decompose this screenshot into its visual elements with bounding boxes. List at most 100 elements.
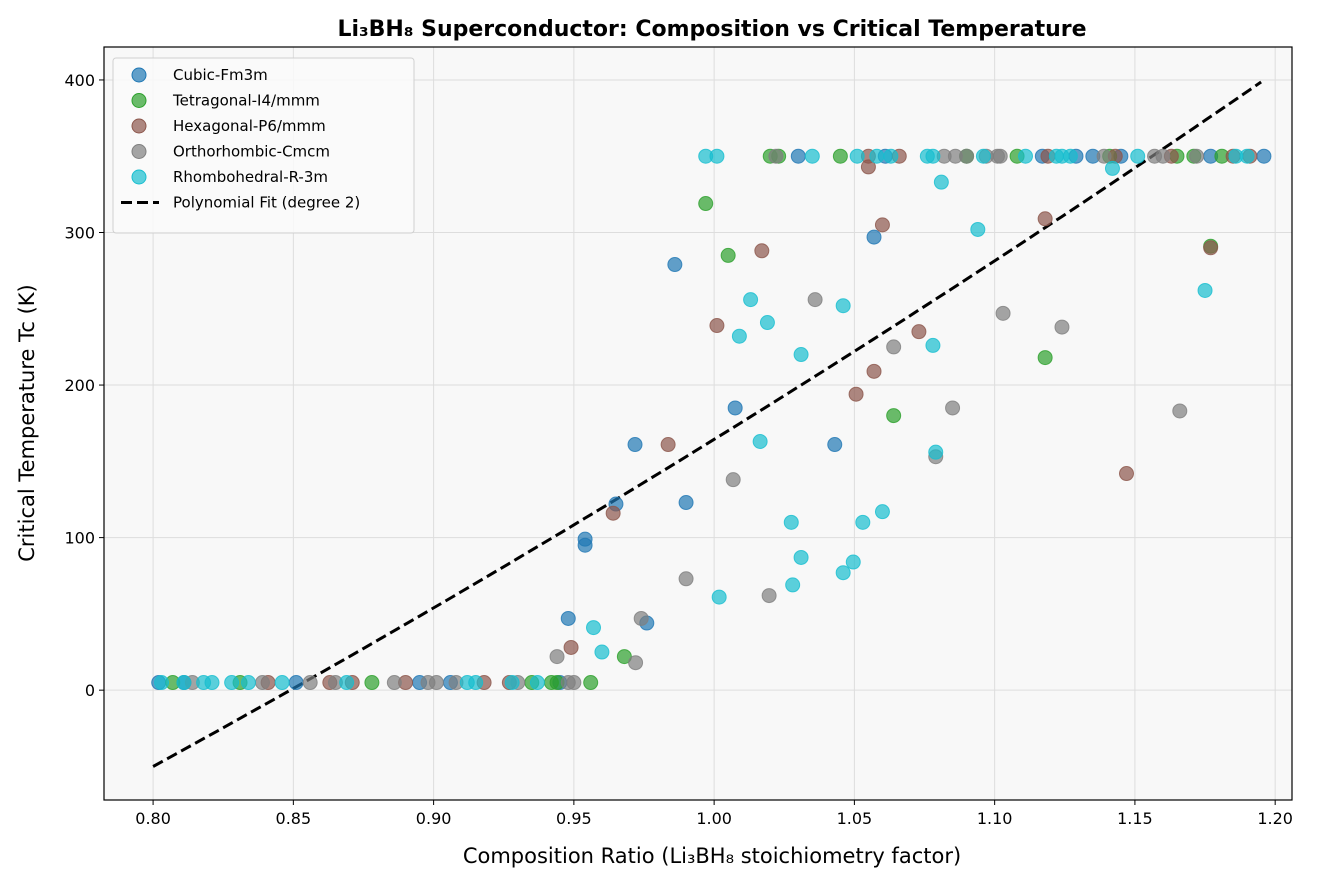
x-axis-label: Composition Ratio (Li₃BH₈ stoichiometry …: [463, 844, 961, 868]
y-axis-label: Critical Temperature Tc (K): [15, 284, 39, 561]
data-point: [1104, 160, 1120, 176]
data-point: [975, 148, 991, 164]
data-point: [807, 292, 823, 308]
x-tick-label: 1.10: [977, 809, 1013, 828]
data-point: [254, 675, 270, 691]
data-point: [1189, 148, 1205, 164]
data-point: [866, 229, 882, 245]
data-point: [925, 148, 941, 164]
data-point: [577, 537, 593, 553]
data-point: [1037, 211, 1053, 227]
data-point: [709, 148, 725, 164]
legend-marker: [131, 118, 147, 134]
data-point: [204, 675, 220, 691]
data-point: [995, 305, 1011, 321]
y-axis: 0 100 200 300 400: [64, 71, 104, 700]
data-point: [874, 504, 890, 520]
data-point: [790, 148, 806, 164]
data-point: [1054, 319, 1070, 335]
y-tick-label: 200: [64, 376, 95, 395]
data-point: [176, 675, 192, 691]
data-point: [711, 589, 727, 605]
x-tick-label: 0.80: [135, 809, 171, 828]
data-point: [1203, 240, 1219, 256]
data-point: [866, 363, 882, 379]
data-point: [925, 337, 941, 353]
legend-marker: [131, 67, 147, 83]
data-point: [1256, 148, 1272, 164]
data-point: [731, 328, 747, 344]
data-point: [678, 571, 694, 587]
data-point: [302, 675, 318, 691]
y-tick-label: 0: [85, 681, 95, 700]
data-point: [835, 565, 851, 581]
y-tick-label: 400: [64, 71, 95, 90]
data-point: [759, 315, 775, 331]
data-point: [560, 610, 576, 626]
data-point: [1130, 148, 1146, 164]
data-point: [1197, 282, 1213, 298]
data-point: [428, 675, 444, 691]
plot-frame: [103, 46, 1293, 801]
data-point: [848, 386, 864, 402]
x-tick-label: 1.05: [837, 809, 873, 828]
data-point: [583, 675, 599, 691]
data-point: [364, 675, 380, 691]
data-point: [709, 318, 725, 334]
data-point: [274, 675, 290, 691]
data-point: [727, 400, 743, 416]
data-point: [835, 298, 851, 314]
data-point: [743, 292, 759, 308]
data-point: [386, 675, 402, 691]
data-point: [855, 514, 871, 530]
data-point: [504, 675, 520, 691]
data-point: [468, 675, 484, 691]
legend-label: Tetragonal-I4/mmm: [172, 92, 320, 110]
data-point: [720, 247, 736, 263]
data-point: [886, 339, 902, 355]
data-point: [660, 437, 676, 453]
legend-label: Rhombohedral-R-3m: [173, 168, 328, 186]
x-tick-label: 0.90: [416, 809, 452, 828]
data-point: [849, 148, 865, 164]
data-point: [783, 514, 799, 530]
data-point: [725, 472, 741, 488]
y-tick-label: 300: [64, 224, 95, 243]
x-tick-label: 1.15: [1117, 809, 1153, 828]
data-point: [845, 554, 861, 570]
data-point: [339, 675, 355, 691]
legend-marker: [131, 144, 147, 159]
data-point: [785, 577, 801, 593]
data-point: [549, 649, 565, 665]
data-point: [1172, 403, 1188, 419]
data-point: [793, 347, 809, 363]
data-point: [832, 148, 848, 164]
data-point: [860, 159, 876, 175]
x-tick-label: 0.85: [276, 809, 312, 828]
data-point: [240, 675, 256, 691]
y-tick-label: 100: [64, 529, 95, 548]
data-point: [970, 221, 986, 237]
chart-title: Li₃BH₈ Superconductor: Composition vs Cr…: [337, 17, 1086, 42]
data-point: [667, 257, 683, 273]
data-point: [1118, 466, 1134, 482]
data-point: [911, 324, 927, 340]
data-point: [154, 675, 170, 691]
data-point: [1239, 148, 1255, 164]
series-rhombohedral-r-3m: [154, 148, 1255, 691]
data-point: [1018, 148, 1034, 164]
data-point: [594, 644, 610, 660]
x-tick-label: 1.00: [696, 809, 732, 828]
data-point: [933, 174, 949, 190]
data-point: [869, 148, 885, 164]
grid: [104, 47, 1292, 800]
legend-label: Cubic-Fm3m: [173, 66, 268, 84]
data-point: [1037, 350, 1053, 366]
data-point: [529, 675, 545, 691]
data-point: [1096, 148, 1112, 164]
data-point: [883, 148, 899, 164]
data-point: [586, 620, 602, 636]
data-point: [1062, 148, 1078, 164]
data-point: [566, 675, 582, 691]
